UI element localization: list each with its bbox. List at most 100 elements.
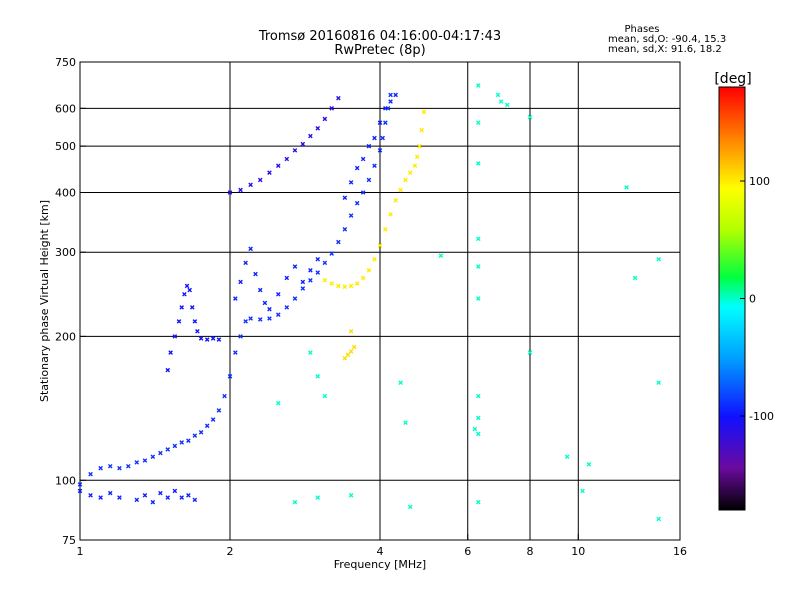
- data-point: [176, 319, 182, 324]
- data-point: [348, 349, 354, 354]
- data-point: [267, 170, 272, 176]
- data-point: [476, 296, 481, 301]
- stats-o-mode: mean, sd,O: -90.4, 15.3: [608, 34, 726, 45]
- data-point: [222, 393, 227, 399]
- colorbar-tick-label: 0: [749, 293, 756, 306]
- data-point: [315, 270, 321, 275]
- colorbar-tick-label: -100: [749, 410, 774, 423]
- data-point: [257, 317, 263, 322]
- data-point: [383, 106, 388, 111]
- data-point: [624, 185, 629, 190]
- chart-subtitle: RwPretec (8p): [334, 43, 425, 58]
- data-point: [372, 256, 377, 262]
- data-point: [348, 493, 354, 498]
- data-point: [248, 246, 253, 252]
- data-point: [419, 127, 424, 133]
- data-point: [377, 148, 383, 153]
- data-point: [377, 243, 383, 248]
- data-point: [233, 350, 238, 355]
- data-point: [300, 286, 306, 291]
- x-tick-label: 8: [527, 545, 534, 558]
- data-point: [243, 260, 248, 266]
- data-point: [216, 408, 222, 413]
- x-tick-label: 6: [464, 545, 471, 558]
- data-point: [172, 443, 178, 449]
- data-point: [292, 296, 298, 301]
- data-point: [412, 163, 418, 169]
- data-point: [348, 180, 354, 185]
- data-point: [292, 499, 298, 505]
- data-point: [165, 447, 171, 452]
- data-point: [210, 417, 216, 422]
- data-point: [172, 334, 178, 339]
- data-points: [77, 83, 661, 522]
- data-point: [165, 367, 171, 373]
- data-point: [393, 198, 398, 203]
- data-point: [195, 328, 200, 334]
- data-point: [476, 236, 481, 242]
- y-tick-label: 500: [55, 140, 76, 153]
- data-point: [336, 239, 341, 245]
- data-point: [398, 187, 403, 193]
- data-point: [192, 497, 198, 503]
- stats-x-mode: mean, sd,X: 91.6, 18.2: [608, 44, 722, 55]
- data-point: [308, 133, 313, 139]
- data-point: [495, 92, 501, 98]
- data-point: [275, 400, 281, 406]
- data-point: [393, 92, 398, 98]
- y-axis-label: Stationary phase Virtual Height [km]: [38, 200, 51, 402]
- data-point: [179, 440, 185, 445]
- data-point: [227, 374, 233, 379]
- data-point: [315, 374, 321, 379]
- data-point: [407, 504, 413, 510]
- data-point: [98, 495, 103, 500]
- data-point: [257, 287, 263, 293]
- data-point: [329, 106, 335, 111]
- colorbar-label: [deg]: [714, 71, 751, 87]
- data-point: [275, 163, 281, 169]
- data-point: [342, 227, 348, 232]
- data-point: [253, 271, 258, 277]
- data-point: [184, 283, 190, 289]
- data-point: [322, 278, 328, 283]
- data-point: [360, 156, 366, 162]
- data-point: [134, 460, 140, 465]
- data-point: [403, 420, 408, 425]
- chart-title: Tromsø 20160816 04:16:00-04:17:43: [258, 29, 501, 44]
- data-point: [348, 213, 354, 218]
- data-point: [527, 350, 533, 355]
- data-point: [329, 251, 335, 256]
- data-point: [656, 256, 661, 262]
- data-point: [275, 291, 281, 297]
- data-point: [377, 120, 383, 125]
- data-point: [498, 99, 504, 104]
- data-point: [372, 163, 377, 169]
- data-point: [179, 495, 185, 500]
- data-point: [257, 177, 263, 183]
- data-point: [322, 116, 328, 122]
- data-point: [372, 135, 377, 141]
- data-point: [348, 328, 354, 334]
- data-point: [348, 283, 354, 289]
- data-point: [476, 431, 481, 437]
- data-point: [476, 415, 481, 421]
- data-point: [192, 433, 198, 438]
- y-tick-label: 100: [55, 474, 76, 487]
- data-point: [322, 260, 328, 266]
- data-point: [360, 275, 366, 281]
- data-point: [142, 458, 148, 463]
- data-point: [476, 499, 481, 505]
- data-point: [421, 109, 427, 115]
- data-point: [107, 490, 113, 496]
- data-point: [366, 143, 372, 149]
- colorbar-ticks: 100 0 -100: [740, 175, 774, 423]
- y-tick-label: 300: [55, 246, 76, 259]
- data-point: [216, 337, 222, 342]
- data-point: [77, 482, 83, 487]
- data-point: [407, 170, 413, 176]
- data-point: [308, 350, 313, 355]
- data-point: [77, 488, 83, 494]
- y-tick-label: 200: [55, 330, 76, 343]
- data-point: [267, 306, 272, 312]
- data-point: [284, 275, 290, 281]
